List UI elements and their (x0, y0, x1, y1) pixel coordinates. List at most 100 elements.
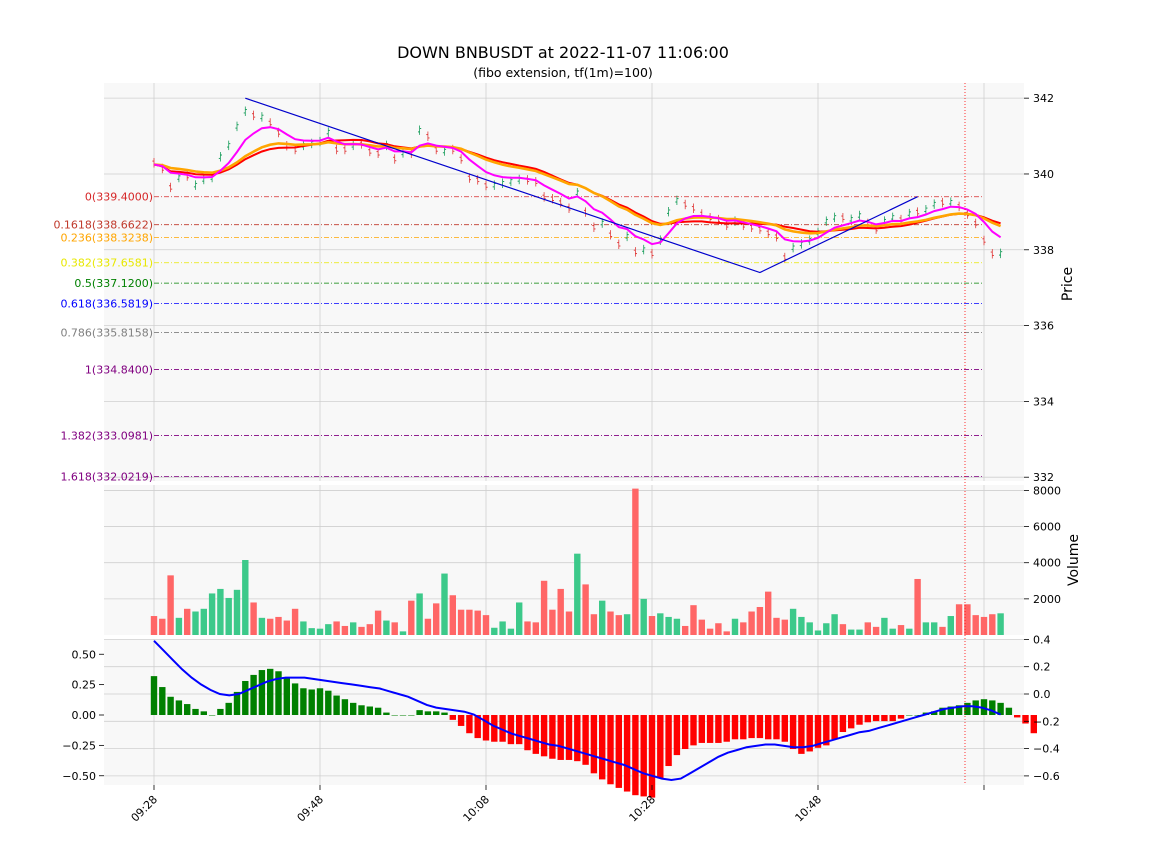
volume-bar (773, 617, 780, 635)
fib-label: 0.786(335.8158) (60, 327, 153, 340)
volume-bar (831, 614, 838, 635)
macd-hist-bar (947, 706, 954, 715)
macd-hist-bar (698, 715, 705, 743)
macd-hist-bar (416, 710, 423, 715)
macd-hist-bar (300, 688, 307, 715)
macd-hist-bar (549, 715, 556, 759)
volume-bar (823, 623, 830, 635)
volume-bar (250, 602, 257, 635)
macd-hist-bar (839, 715, 847, 733)
volume-bar (308, 628, 315, 635)
fib-label: 0.382(337.6581) (60, 257, 153, 270)
volume-bar (839, 624, 847, 635)
volume-bar (682, 625, 689, 635)
volume-bar (914, 578, 921, 635)
volume-bar (740, 622, 747, 635)
macd-hist-bar (283, 677, 290, 715)
macd-hist-bar (333, 695, 340, 715)
trend-zigzag (245, 97, 918, 274)
volume-bar (474, 610, 481, 635)
macd-hist-bar (814, 715, 822, 748)
fib-levels: 0(339.4000) 0.1618(338.6622)0.236(338.323… (53, 191, 984, 483)
volume-bar (242, 560, 249, 635)
macd-hist-bar (374, 707, 382, 715)
macd-hist-bar (167, 696, 174, 715)
fib-label: 1.382(333.0981) (60, 430, 153, 443)
macd-hist-bar (291, 683, 299, 715)
macd-hist-bar (175, 700, 183, 715)
macd-hist-bar (806, 715, 813, 752)
volume-bar (565, 611, 573, 635)
volume-bar (507, 628, 515, 635)
volume-bar (980, 616, 988, 635)
x-tick-label: 09:28 (129, 793, 161, 825)
macd-hist-bar (358, 705, 365, 715)
macd-hist-bar (673, 715, 681, 756)
macd-hist-bar (881, 715, 888, 722)
volume-bar (906, 628, 913, 635)
macd-hist-bar (665, 715, 672, 767)
volume-bar (341, 625, 349, 635)
volume-bar (291, 608, 299, 635)
x-tick-label: 09:48 (295, 793, 327, 825)
macd-right-tick-label: −0.4 (1033, 743, 1060, 756)
volume-bar (482, 615, 490, 635)
volume-plot-area (104, 485, 1024, 635)
macd-hist-bar (773, 715, 780, 740)
macd-hist-bar (408, 715, 415, 716)
price-tick-label: 334 (1033, 395, 1054, 408)
price-candles (152, 106, 1003, 263)
price-panel: 0(339.4000) 0.1618(338.6622)0.236(338.323… (53, 83, 1076, 484)
volume-y-ticks: 2000 4000 6000 8000 (1024, 484, 1061, 606)
volume-bar (955, 604, 963, 635)
macd-hist-bar (540, 715, 548, 757)
volume-bar (723, 631, 730, 635)
volume-bar (325, 624, 332, 635)
macd-hist-bar (582, 715, 589, 765)
macd-hist-bar (997, 702, 1004, 715)
macd-hist-bar (316, 688, 324, 715)
macd-hist-bar (607, 715, 614, 785)
volume-bar (989, 614, 996, 635)
price-axis-label: Price (1060, 267, 1076, 301)
volume-bar (283, 620, 290, 635)
macd-left-tick-label: −0.25 (62, 739, 96, 752)
x-axis-ticks: 09:28 09:48 10:08 10:28 10:48 (129, 785, 985, 825)
volume-bar (947, 616, 954, 635)
volume-bar (897, 625, 905, 635)
price-tick-label: 332 (1033, 471, 1054, 484)
volume-bar (383, 620, 390, 635)
price-grid (104, 83, 1024, 481)
volume-bar (408, 600, 415, 635)
volume-bar (441, 573, 448, 635)
volume-tick-label: 6000 (1033, 521, 1061, 534)
volume-panel: 2000 4000 6000 8000 Volume (104, 484, 1082, 635)
macd-left-tick-label: −0.50 (62, 770, 96, 783)
volume-bar (200, 608, 207, 635)
volume-bar (731, 618, 739, 635)
macd-hist-bar (499, 715, 506, 742)
macd-hist-bar (557, 715, 564, 760)
volume-bar (267, 618, 274, 635)
macd-hist-bar (433, 711, 440, 715)
macd-hist-bar (831, 715, 838, 740)
volume-bar (466, 609, 473, 635)
macd-right-tick-label: −0.6 (1033, 770, 1060, 783)
macd-hist-bar (208, 715, 216, 716)
volume-bar (881, 617, 888, 635)
volume-bar (208, 593, 216, 635)
moving-averages (153, 126, 1002, 246)
volume-bar (150, 616, 158, 635)
macd-hist-bar (856, 715, 863, 725)
macd-histogram (150, 668, 1037, 798)
volume-bar (931, 622, 938, 635)
price-y-ticks: 332 334 336 338 340 342 (1024, 92, 1054, 484)
price-plot-area (104, 83, 1024, 481)
volume-bar (532, 622, 539, 635)
macd-hist-bar (325, 690, 332, 715)
macd-left-tick-label: 0.25 (72, 679, 97, 692)
volume-tick-label: 8000 (1033, 484, 1061, 497)
fib-label: 0.5(337.1200) (74, 277, 153, 290)
price-tick-label: 340 (1033, 168, 1054, 181)
macd-hist-bar (350, 702, 357, 715)
